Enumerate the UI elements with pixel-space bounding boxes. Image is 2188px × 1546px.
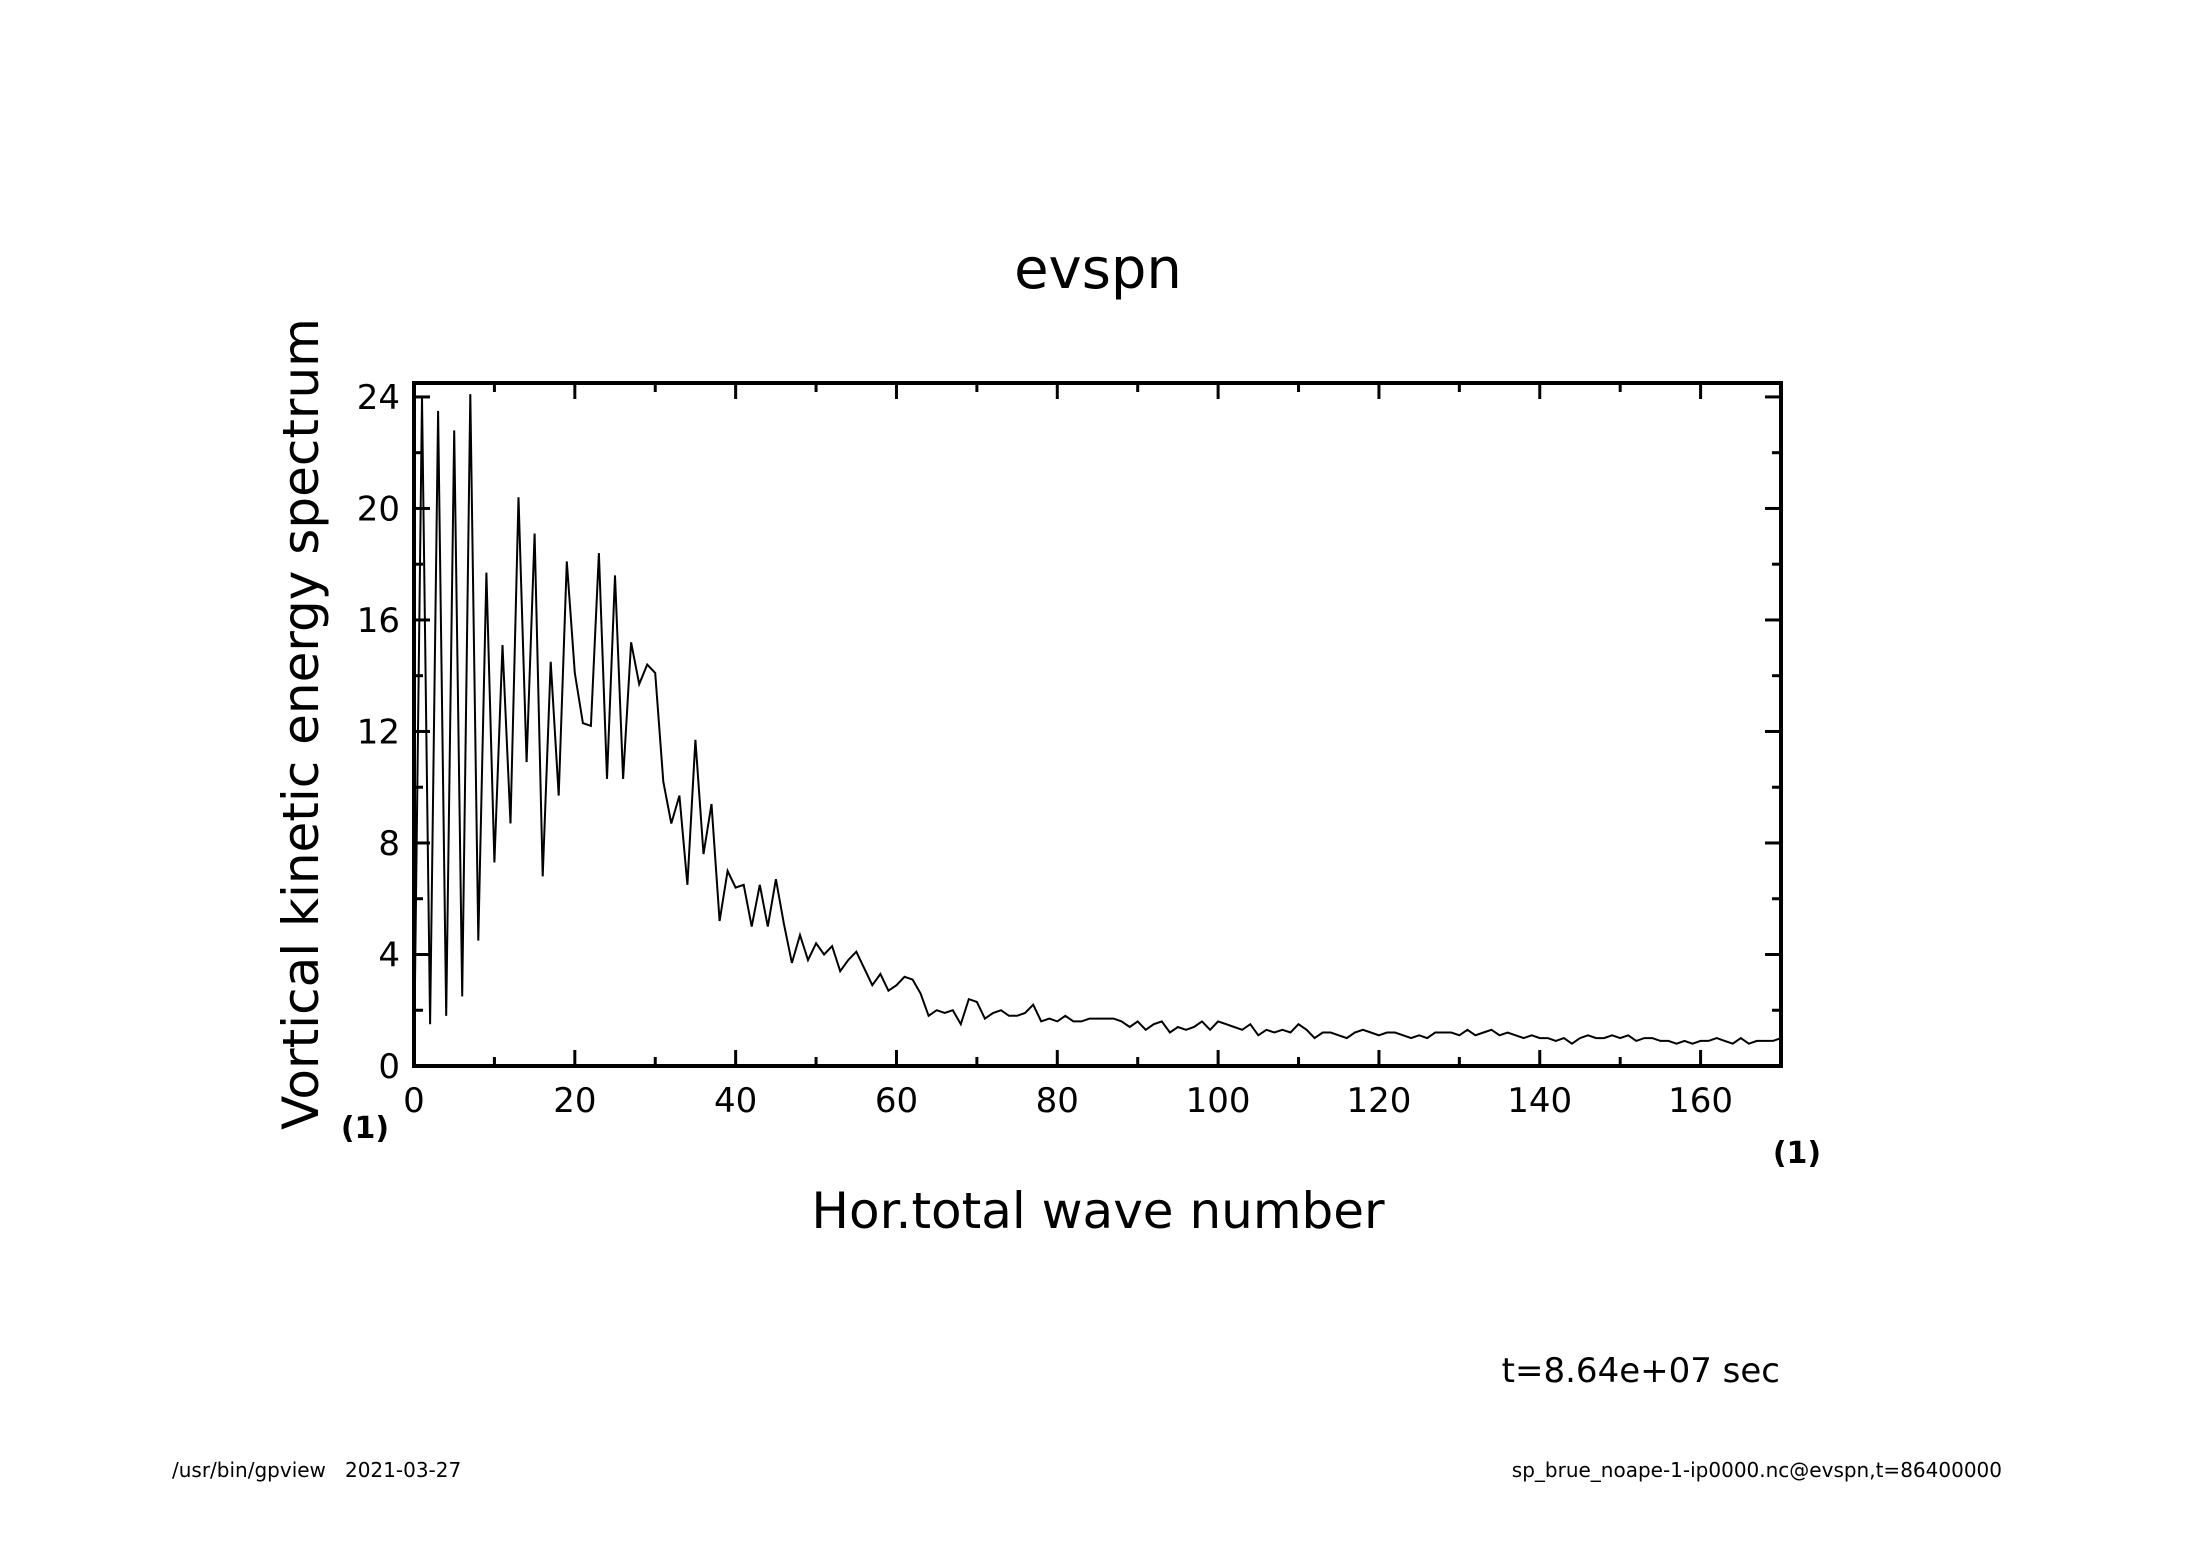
x-tick-label: 100	[1186, 1081, 1251, 1121]
y-tick-label: 0	[378, 1047, 400, 1087]
x-axis-ticks	[412, 383, 1783, 1066]
footer-left: /usr/bin/gpview 2021-03-27	[172, 1458, 461, 1482]
x-tick-label: 160	[1668, 1081, 1733, 1121]
x-tick-label: 140	[1507, 1081, 1572, 1121]
y-tick-label: 12	[357, 712, 400, 752]
x-tick-label: 0	[403, 1081, 425, 1121]
footer-right: sp_brue_noape-1-ip0000.nc@evspn,t=864000…	[1512, 1458, 2002, 1482]
x-axis-title: Hor.total wave number	[811, 1182, 1385, 1240]
y-unit-label: (1)	[341, 1111, 389, 1146]
x-tick-labels: 0 20 40 60 80 100 120 140 160	[403, 1081, 1733, 1121]
x-tick-label: 80	[1036, 1081, 1079, 1121]
x-tick-label: 120	[1346, 1081, 1411, 1121]
y-tick-label: 4	[378, 935, 400, 975]
chart-title: evspn	[1014, 237, 1182, 302]
y-tick-label: 8	[378, 824, 400, 864]
y-tick-label: 24	[357, 378, 400, 418]
x-tick-label: 20	[553, 1081, 596, 1121]
y-tick-label: 16	[357, 601, 400, 641]
time-note: t=8.64e+07 sec	[1502, 1351, 1780, 1391]
series-line	[413, 394, 1782, 1067]
y-tick-label: 20	[357, 489, 400, 529]
plot-frame	[412, 381, 1783, 1068]
x-unit-label: (1)	[1773, 1136, 1821, 1171]
plot-area	[412, 381, 1783, 1068]
x-tick-label: 40	[714, 1081, 757, 1121]
y-axis-title: Vortical kinetic energy spectrum	[272, 318, 330, 1130]
x-tick-label: 60	[875, 1081, 918, 1121]
y-tick-labels: 0 4 8 12 16 20 24	[357, 378, 400, 1087]
y-axis-ticks	[414, 395, 1781, 1068]
